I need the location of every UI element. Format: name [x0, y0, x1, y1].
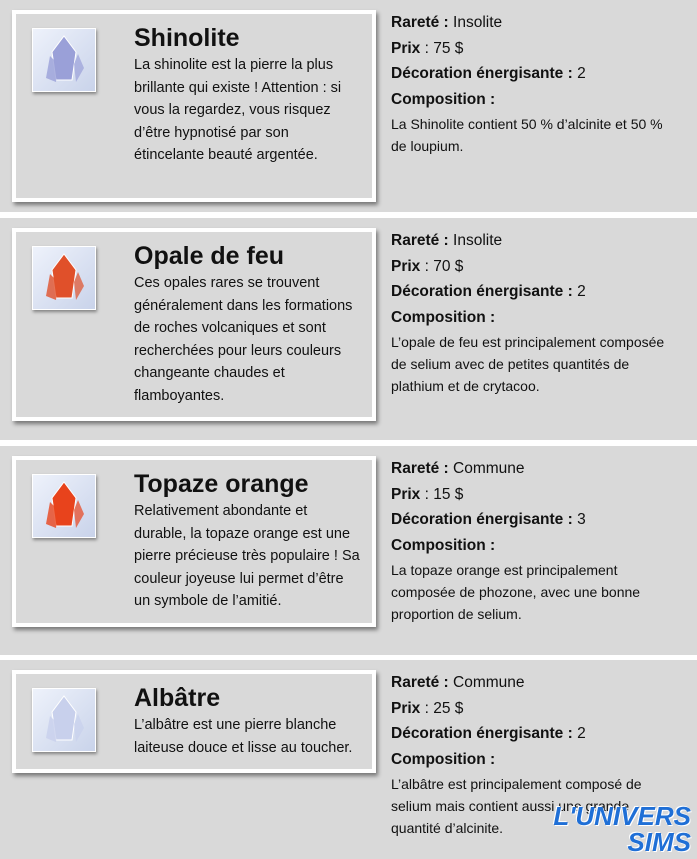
crystal-icon [46, 253, 84, 300]
stone-description: La shinolite est la pierre la plus brill… [134, 57, 342, 163]
composition-text: L’opale de feu est principalement compos… [391, 334, 665, 394]
composition-label: Composition : [391, 90, 496, 108]
decor-label: Décoration énergisante : [391, 511, 573, 528]
stone-row: Topaze orange Relativement abondante et … [0, 446, 697, 655]
stone-row: Albâtre L’albâtre est une pierre blanche… [0, 660, 697, 859]
stone-name: Opale de feu [134, 242, 285, 270]
stone-card: Opale de feu Ces opales rares se trouven… [12, 228, 376, 421]
rarity-label: Rareté : [391, 674, 449, 691]
gem-image [32, 474, 96, 538]
stone-name: Topaze orange [134, 470, 309, 498]
decor-label: Décoration énergisante : [391, 725, 573, 742]
composition-label: Composition : [391, 308, 496, 326]
rarity-value: Commune [453, 460, 525, 477]
stone-name: Albâtre [134, 684, 221, 712]
rarity-value: Insolite [453, 232, 503, 249]
decor-value: 2 [577, 725, 586, 742]
rarity-value: Commune [453, 674, 525, 691]
price-value: : 25 $ [424, 699, 464, 717]
univers-sims-logo: L'UNIVERS SIMS [553, 801, 691, 857]
stone-card: Albâtre L’albâtre est une pierre blanche… [12, 670, 376, 773]
crystal-icon [46, 481, 84, 528]
stone-card: Topaze orange Relativement abondante et … [12, 456, 376, 627]
stone-info: Rareté : Commune Prix : 15 $ Décoration … [391, 456, 681, 625]
rarity-label: Rareté : [391, 460, 449, 477]
stone-row: Shinolite La shinolite est la pierre la … [0, 0, 697, 212]
rarity-label: Rareté : [391, 232, 449, 249]
price-label: Prix [391, 699, 421, 717]
price-value: : 75 $ [424, 39, 464, 57]
composition-label: Composition : [391, 536, 496, 554]
composition-label: Composition : [391, 750, 496, 768]
composition-text: La topaze orange est principalement comp… [391, 562, 641, 622]
stone-info: Rareté : Insolite Prix : 75 $ Décoration… [391, 10, 681, 157]
rarity-value: Insolite [453, 14, 503, 31]
decor-value: 2 [577, 65, 586, 82]
composition-text: La Shinolite contient 50 % d’alcinite et… [391, 116, 663, 154]
stone-info: Rareté : Insolite Prix : 70 $ Décoration… [391, 228, 681, 397]
price-label: Prix [391, 39, 421, 57]
stone-description: Ces opales rares se trouvent généralemen… [134, 275, 353, 404]
price-label: Prix [391, 257, 421, 275]
stone-description: Relativement abondante et durable, la to… [134, 503, 360, 609]
decor-value: 3 [577, 511, 586, 528]
stone-row: Opale de feu Ces opales rares se trouven… [0, 218, 697, 440]
stone-info: Rareté : Commune Prix : 25 $ Décoration … [391, 670, 681, 839]
rarity-label: Rareté : [391, 14, 449, 31]
price-value: : 70 $ [424, 257, 464, 275]
composition-text: L’albâtre est principalement composé de … [391, 776, 642, 836]
stone-card: Shinolite La shinolite est la pierre la … [12, 10, 376, 202]
decor-label: Décoration énergisante : [391, 65, 573, 82]
price-value: : 15 $ [424, 485, 464, 503]
decor-label: Décoration énergisante : [391, 283, 573, 300]
gem-image [32, 246, 96, 310]
decor-value: 2 [577, 283, 586, 300]
gem-image [32, 28, 96, 92]
price-label: Prix [391, 485, 421, 503]
stone-description: L’albâtre est une pierre blanche laiteus… [134, 717, 353, 756]
crystal-icon [46, 35, 84, 82]
stone-name: Shinolite [134, 24, 240, 52]
crystal-icon [46, 695, 84, 742]
gem-image [32, 688, 96, 752]
